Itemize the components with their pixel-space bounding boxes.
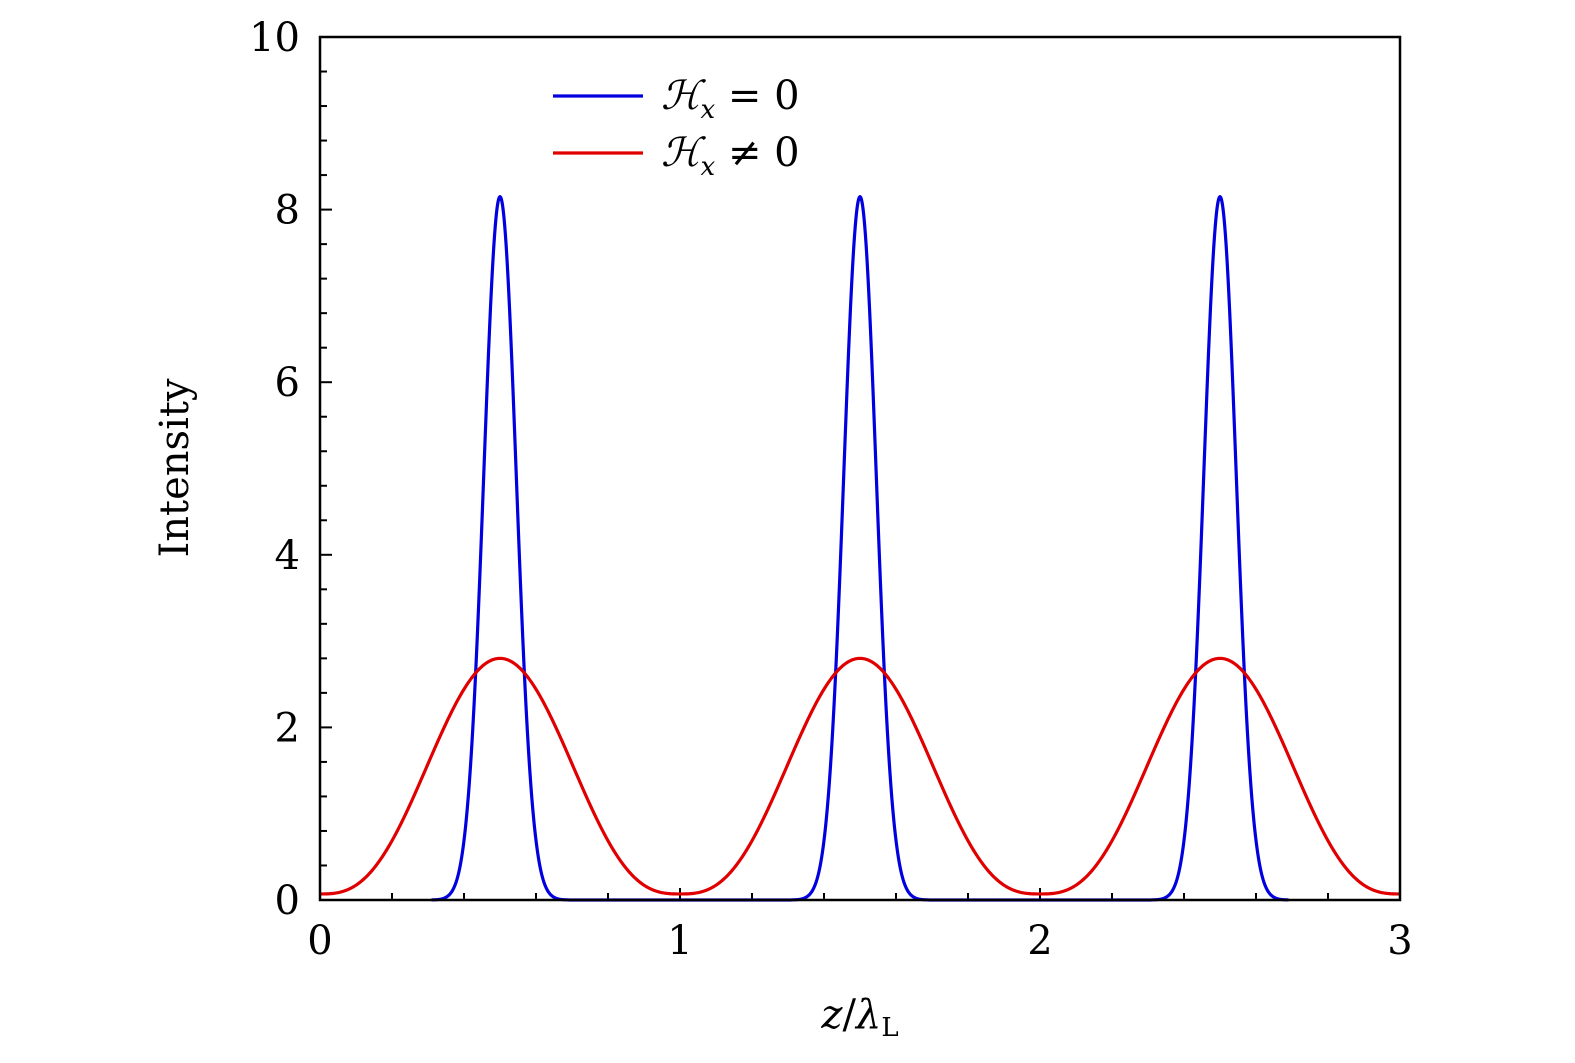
legend-entry-blue: ℋx = 0 [661,73,800,125]
x-tick-label: 2 [1027,918,1052,964]
y-tick-label: 4 [275,533,300,579]
x-tick-label: 3 [1387,918,1412,964]
x-axis-label: z/λL [820,992,898,1043]
x-axis-label-variable: z [820,992,843,1038]
series-line-hx-zero [430,195,1290,902]
legend-entry-red: ℋx ≠ 0 [661,130,800,182]
x-tick-label: 0 [307,918,332,964]
y-tick-label: 8 [275,188,300,234]
y-axis-label: Intensity [152,378,198,557]
plot-area [320,195,1400,902]
x-tick-label: 1 [667,918,692,964]
tick-labels: 0 1 2 3 0 2 4 6 8 10 [249,15,1413,964]
plot-frame [318,35,1402,902]
y-tick-label: 10 [249,15,300,61]
y-tick-label: 2 [275,705,300,751]
legend: ℋx = 0 ℋx ≠ 0 [553,73,800,182]
x-axis-label-subscript: L [881,1013,898,1043]
legend-symbol: ℋ [661,73,706,119]
series-line-hx-nonzero [320,656,1400,896]
x-axis-label-lambda: λ [854,992,881,1038]
x-axis-label-slash: / [842,992,856,1038]
y-tick-label: 6 [275,360,300,406]
legend-subscript: x [701,95,716,125]
legend-subscript: x [701,152,716,182]
y-tick-label: 0 [275,878,300,924]
legend-relation: = 0 [715,73,799,119]
legend-relation: ≠ 0 [715,130,799,176]
legend-symbol: ℋ [661,130,706,176]
axis-ticks [319,36,1401,901]
